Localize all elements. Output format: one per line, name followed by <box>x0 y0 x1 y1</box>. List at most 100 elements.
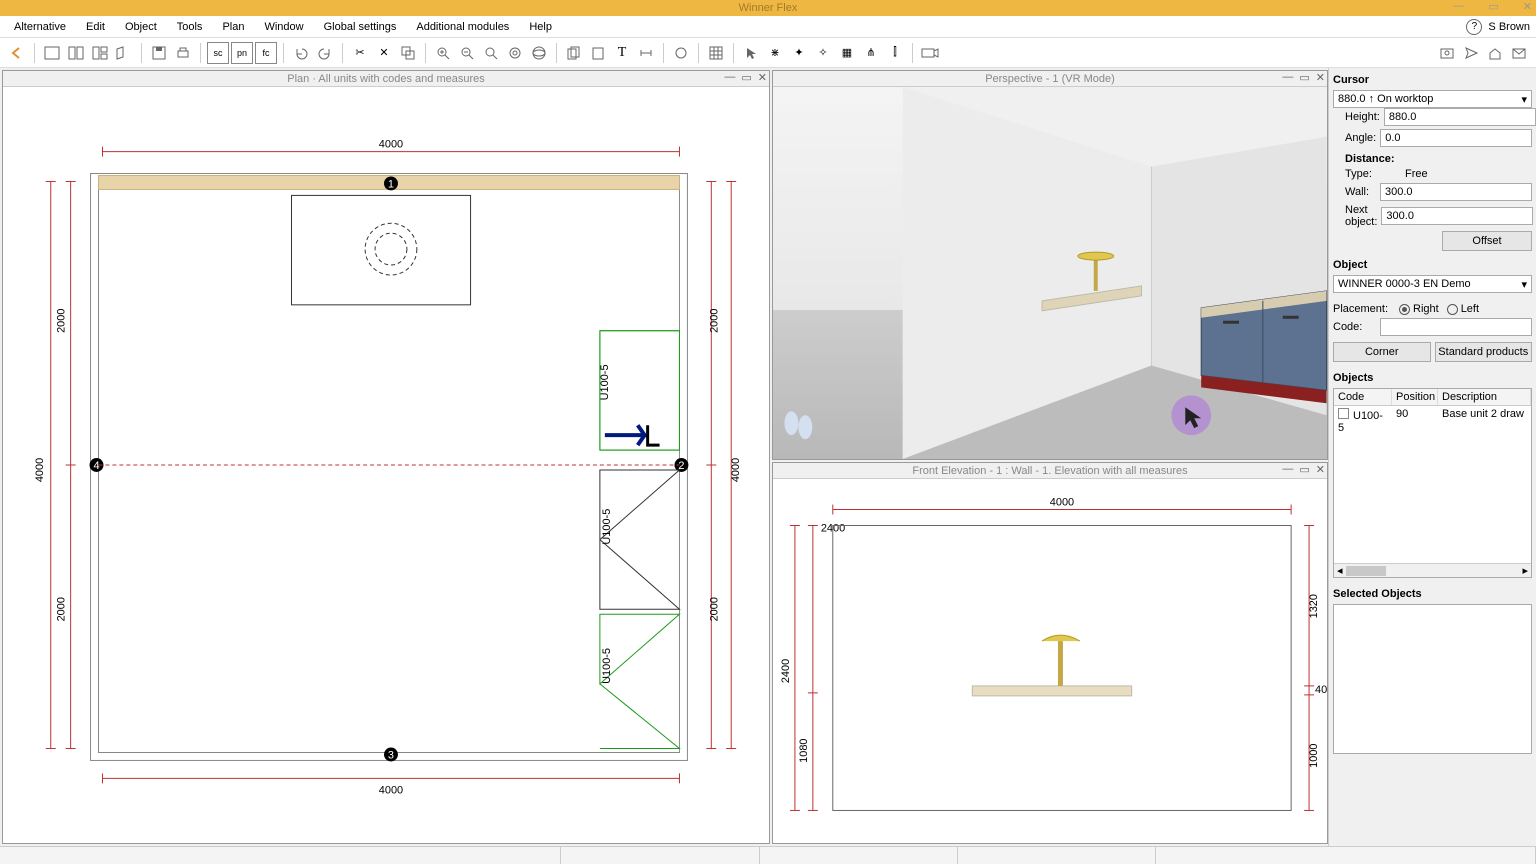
table-row[interactable]: U100-5 90 Base unit 2 draw <box>1334 406 1531 436</box>
help-icon[interactable]: ? <box>1466 19 1482 35</box>
zoomout-icon[interactable] <box>456 42 478 64</box>
back-icon[interactable] <box>6 42 28 64</box>
persp-min-icon[interactable]: — <box>1282 71 1293 84</box>
perspective-viewport[interactable] <box>773 87 1327 459</box>
menu-global-settings[interactable]: Global settings <box>314 18 407 36</box>
print-icon[interactable] <box>172 42 194 64</box>
mail-icon[interactable] <box>1508 42 1530 64</box>
col-description: Description <box>1438 389 1531 405</box>
height-input[interactable] <box>1384 108 1536 126</box>
elev-close-icon[interactable]: ✕ <box>1316 463 1325 476</box>
menu-help[interactable]: Help <box>519 18 562 36</box>
screenshot-icon[interactable] <box>1436 42 1458 64</box>
dim-bottom: 4000 <box>379 784 403 796</box>
cut-icon[interactable]: ✂ <box>349 42 371 64</box>
menu-additional-modules[interactable]: Additional modules <box>406 18 519 36</box>
group-icon[interactable] <box>397 42 419 64</box>
layout4-icon[interactable] <box>113 42 135 64</box>
delete-icon[interactable]: ✕ <box>373 42 395 64</box>
grid-icon[interactable]: ▦ <box>836 42 858 64</box>
table-scrollbar[interactable]: ◂▸ <box>1334 563 1531 577</box>
elev-dim-top: 4000 <box>1050 497 1074 509</box>
notify-icon[interactable] <box>1484 42 1506 64</box>
standard-products-button[interactable]: Standard products <box>1435 342 1533 362</box>
object-select[interactable]: WINNER 0000-3 EN Demo▾ <box>1333 275 1532 293</box>
pointer-icon[interactable] <box>740 42 762 64</box>
redo-icon[interactable] <box>314 42 336 64</box>
offset-button[interactable]: Offset <box>1442 231 1532 251</box>
snap2-icon[interactable]: ✦ <box>788 42 810 64</box>
snap5-icon[interactable]: ⫿ <box>884 42 906 64</box>
plan-close-icon[interactable]: ✕ <box>758 71 767 84</box>
angle-label: Angle: <box>1345 132 1376 144</box>
height-label: Height: <box>1345 111 1380 123</box>
menu-plan[interactable]: Plan <box>212 18 254 36</box>
plan-canvas[interactable]: 4000 4000 4000 2000 2000 4000 2000 2000 <box>3 87 769 843</box>
plan-max-icon[interactable]: ▭ <box>741 71 751 84</box>
sc-icon[interactable]: sc <box>207 42 229 64</box>
menu-alternative[interactable]: Alternative <box>4 18 76 36</box>
persp-close-icon[interactable]: ✕ <box>1316 71 1325 84</box>
zoomfit-icon[interactable] <box>480 42 502 64</box>
snap3-icon[interactable]: ✧ <box>812 42 834 64</box>
fc-icon[interactable]: fc <box>255 42 277 64</box>
layout1-icon[interactable] <box>41 42 63 64</box>
minimize-btn[interactable]: — <box>1453 0 1464 13</box>
menu-edit[interactable]: Edit <box>76 18 115 36</box>
elev-min-icon[interactable]: — <box>1282 463 1293 476</box>
col-code: Code <box>1334 389 1392 405</box>
selected-objects-list[interactable] <box>1333 604 1532 754</box>
undo-icon[interactable] <box>290 42 312 64</box>
user-label: S Brown <box>1488 21 1530 33</box>
elevation-canvas[interactable]: 4000 2400 2400 1080 1320 40 1000 <box>773 479 1327 843</box>
pn-icon[interactable]: pn <box>231 42 253 64</box>
wall-num-1: 1 <box>388 178 394 190</box>
placement-left-radio[interactable]: Left <box>1447 303 1479 315</box>
zoomin-icon[interactable] <box>432 42 454 64</box>
plan-min-icon[interactable]: — <box>724 71 735 84</box>
next-input[interactable] <box>1381 207 1533 225</box>
save-icon[interactable] <box>148 42 170 64</box>
wall-label: Wall: <box>1345 186 1376 198</box>
row-checkbox[interactable] <box>1338 408 1349 419</box>
menu-object[interactable]: Object <box>115 18 167 36</box>
spreadsheet-icon[interactable] <box>705 42 727 64</box>
objects-table[interactable]: Code Position Description U100-5 90 Base… <box>1333 388 1532 578</box>
zoomregion-icon[interactable] <box>504 42 526 64</box>
cursor-mode-select[interactable]: 880.0 ↑ On worktop▾ <box>1333 90 1532 108</box>
menu-tools[interactable]: Tools <box>167 18 213 36</box>
copy-icon[interactable] <box>563 42 585 64</box>
persp-max-icon[interactable]: ▭ <box>1299 71 1309 84</box>
dim-right-total: 4000 <box>730 458 742 482</box>
close-btn[interactable]: ✕ <box>1523 0 1532 13</box>
dim-right-dn: 2000 <box>708 597 720 621</box>
layout3-icon[interactable] <box>89 42 111 64</box>
send-icon[interactable] <box>1460 42 1482 64</box>
perspective-header: Perspective - 1 (VR Mode) —▭✕ <box>773 71 1327 87</box>
placement-right-radio[interactable]: Right <box>1399 303 1439 315</box>
door-label-2: U100-5 <box>601 509 613 545</box>
maximize-btn[interactable]: ▭ <box>1488 0 1498 13</box>
code-input[interactable] <box>1380 318 1532 336</box>
camera-icon[interactable] <box>919 42 941 64</box>
corner-button[interactable]: Corner <box>1333 342 1431 362</box>
paste-icon[interactable] <box>587 42 609 64</box>
dimension-icon[interactable] <box>635 42 657 64</box>
elev-max-icon[interactable]: ▭ <box>1299 463 1309 476</box>
elev-dim-right-dn: 1000 <box>1308 743 1320 767</box>
menu-bar: Alternative Edit Object Tools Plan Windo… <box>0 16 1536 38</box>
snap1-icon[interactable]: ⋇ <box>764 42 786 64</box>
zoom3d-icon[interactable] <box>528 42 550 64</box>
menu-window[interactable]: Window <box>254 18 313 36</box>
circle-icon[interactable] <box>670 42 692 64</box>
snap4-icon[interactable]: ⋔ <box>860 42 882 64</box>
perspective-panel: Perspective - 1 (VR Mode) —▭✕ <box>772 70 1328 460</box>
layout2-icon[interactable] <box>65 42 87 64</box>
distance-title: Distance: <box>1345 153 1395 165</box>
angle-input[interactable] <box>1380 129 1532 147</box>
wall-num-3: 3 <box>388 749 394 761</box>
text-icon[interactable]: T <box>611 42 633 64</box>
elev-dim-right-mid: 40 <box>1315 684 1327 696</box>
status-bar <box>0 846 1536 864</box>
wall-input[interactable] <box>1380 183 1532 201</box>
